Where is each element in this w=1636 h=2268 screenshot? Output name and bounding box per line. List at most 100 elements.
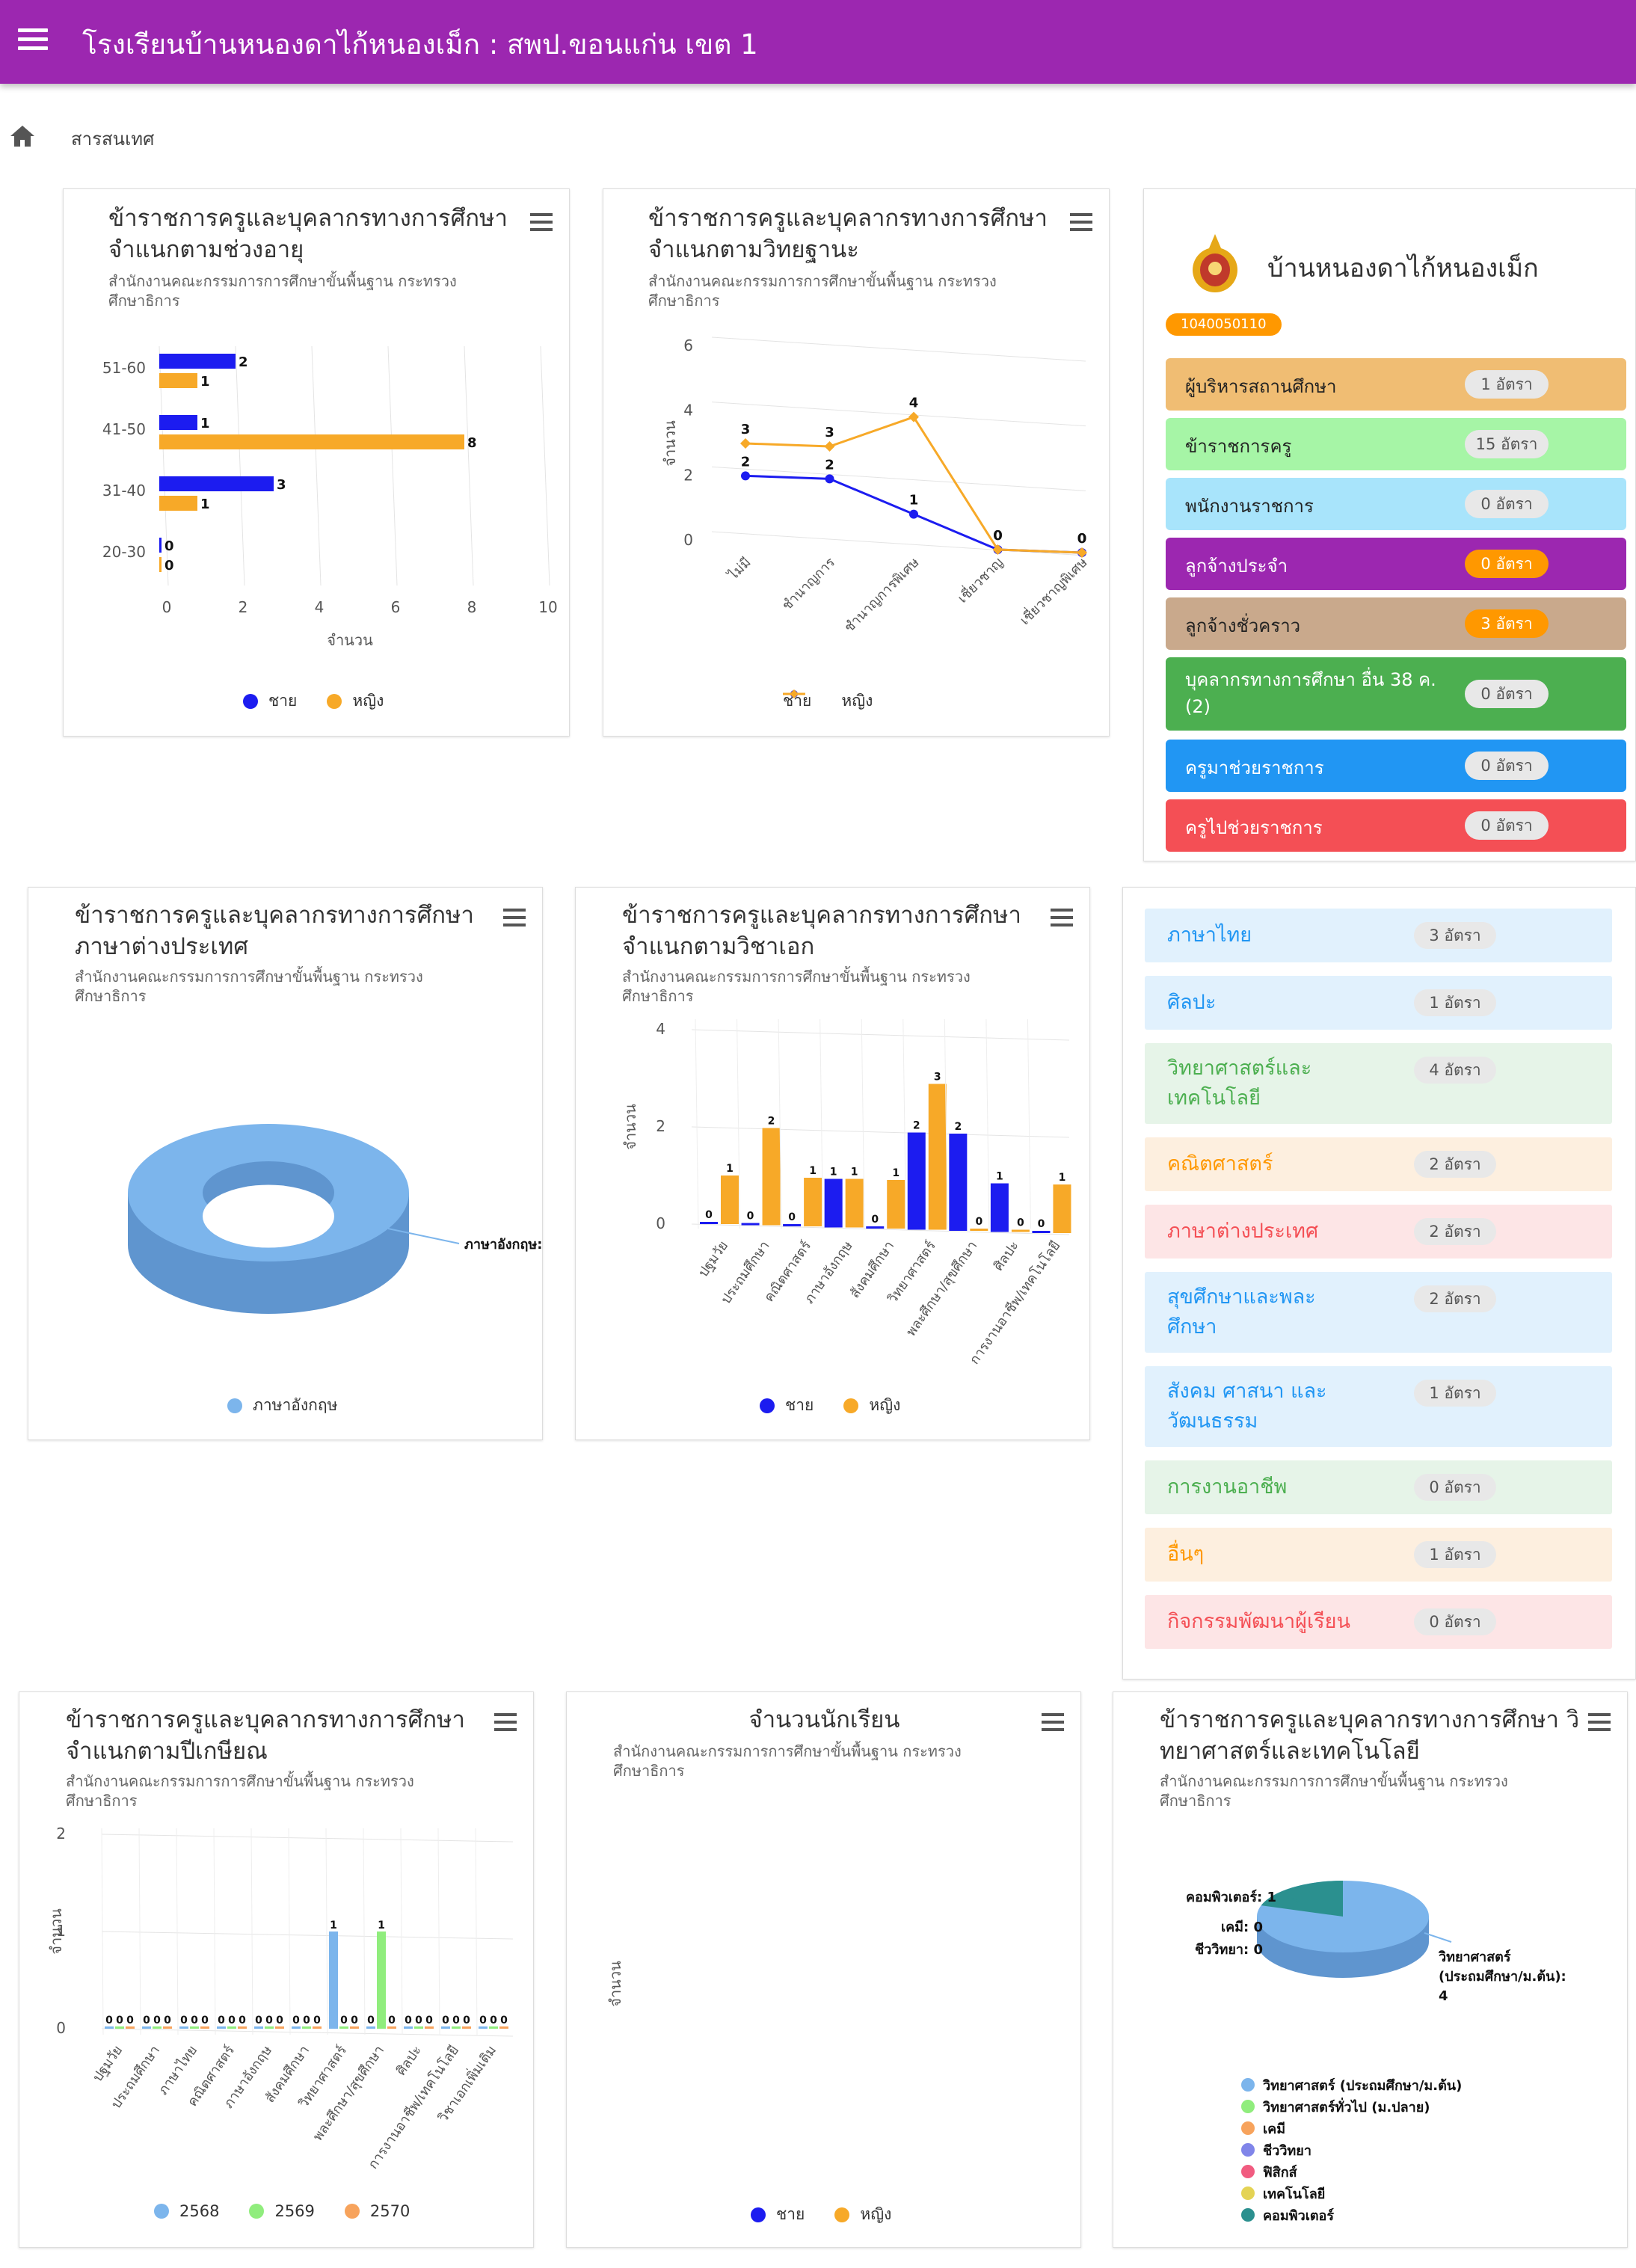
chart-menu-icon[interactable] [503,909,526,926]
gridline [691,1223,1070,1235]
legend-2569[interactable]: 2569 [249,2202,315,2220]
data-label: 2 [954,1121,962,1133]
school-staff-card: บ้านหนองดาไก้หนองเม็ก 1040050110 ผู้บริห… [1143,188,1636,861]
gridline [985,1018,990,1229]
data-label: 3 [277,477,286,493]
chart-menu-icon[interactable] [494,1713,517,1731]
staff-row[interactable]: ผู้บริหารสถานศึกษา 1 อัตรา [1166,358,1626,411]
data-label: 0 [201,2015,209,2026]
subject-row[interactable]: สังคม ศาสนา และ วัฒนธรรม 1 อัตรา [1145,1366,1612,1447]
staff-label: ลูกจ้างชั่วคราว [1185,615,1301,636]
major-bar-chart: 024จำนวน01ปฐมวัย02ประถมศึกษา01คณิตศาสตร์… [621,1018,1071,1368]
data-label: 0 [143,2015,150,2026]
staff-row[interactable]: ครูไปช่วยราชการ 0 อัตรา [1166,799,1626,852]
gridline [400,1828,403,2035]
legend-2568[interactable]: 2568 [154,2202,219,2220]
subject-row[interactable]: การงานอาชีพ 0 อัตรา [1145,1460,1612,1514]
subject-row[interactable]: คณิตศาสตร์ 2 อัตรา [1145,1137,1612,1191]
bar [441,2026,450,2029]
legend-female[interactable]: หญิง [843,1393,900,1418]
gridline [711,531,1086,556]
x-tick-label: ไม่มี [724,554,754,584]
subject-row[interactable]: วิทยาศาสตร์และ เทคโนโลยี 4 อัตรา [1145,1043,1612,1124]
chart-title: ข้าราชการครูและบุคลากรทางการศึกษา วิ ทยา… [1160,1706,1580,1765]
data-label: 0 [747,1211,754,1223]
chart-subtitle: สำนักงานคณะกรรมการการศึกษาขั้นพื้นฐาน กร… [75,968,423,1005]
chart-menu-icon[interactable] [1042,1713,1064,1731]
data-label: 0 [415,2015,422,2026]
staff-row[interactable]: บุคลากรทางการศึกษา อื่น 38 ค.(2) 0 อัตรา [1166,657,1626,731]
data-label: 2 [825,457,834,473]
subject-label: ภาษาต่างประเทศ [1167,1220,1319,1243]
subject-label: อื่นๆ [1167,1543,1205,1566]
data-label: 0 [164,538,174,554]
legend-female[interactable]: หญิง [783,689,873,713]
gridline [311,345,322,586]
gridline [101,2028,514,2037]
staff-row[interactable]: ข้าราชการครู 15 อัตรา [1166,418,1626,470]
gridline [711,466,1086,491]
data-label: 1 [726,1163,734,1175]
menu-icon[interactable] [18,28,48,51]
data-label: 0 [255,2015,262,2026]
legend-english[interactable]: ภาษาอังกฤษ [227,1393,337,1418]
legend-marker [1241,2078,1255,2092]
x-tick-label: ปฐมวัย [90,2043,126,2085]
gridline [250,1828,253,2035]
staff-count-badge: 0 อัตรา [1465,550,1549,578]
data-label: 2 [239,354,248,370]
data-label: 0 [292,2015,300,2026]
gridline [101,1931,514,1940]
chart-menu-icon[interactable] [1051,909,1073,926]
legend-item: ฟิสิกส์ [1263,2164,1298,2181]
staff-row[interactable]: ลูกจ้างประจำ 0 อัตรา [1166,538,1626,590]
staff-row[interactable]: ครูมาช่วยราชการ 0 อัตรา [1166,740,1626,792]
data-label: เคมี: 0 [1221,1920,1263,1935]
staff-row[interactable]: พนักงานราชการ 0 อัตรา [1166,478,1626,530]
bar [179,2026,188,2029]
subject-row[interactable]: กิจกรรมพัฒนาผู้เรียน 0 อัตรา [1145,1595,1612,1649]
subject-row[interactable]: ภาษาต่างประเทศ 2 อัตรา [1145,1205,1612,1259]
chart-menu-icon[interactable] [530,213,553,231]
subject-row[interactable]: อื่นๆ 1 อัตรา [1145,1528,1612,1582]
legend-male[interactable]: ชาย [751,2202,805,2227]
bar [762,1128,781,1226]
bar [159,538,162,553]
donut-hole-cap [203,1184,334,1248]
legend-male[interactable]: ชาย [760,1393,814,1418]
bar [313,2026,322,2029]
chart-subtitle: สำนักงานคณะกรรมการการศึกษาขั้นพื้นฐาน กร… [108,272,457,310]
legend-female[interactable]: หญิง [834,2202,891,2227]
legend-2570[interactable]: 2570 [344,2202,410,2220]
data-label: 1 [996,1171,1003,1183]
chart-subtitle: สำนักงานคณะกรรมการการศึกษาขั้นพื้นฐาน กร… [613,1742,962,1780]
data-label: (ประถมศึกษา/ม.ต้น): [1439,1969,1566,1985]
legend-item: คอมพิวเตอร์ [1263,2207,1334,2224]
y-tick-label: 6 [683,336,693,354]
legend-marker [1241,2186,1255,2200]
y-axis-title: จำนวน [621,1104,639,1150]
data-label: 2 [741,454,751,470]
chart-menu-icon[interactable] [1588,1713,1611,1731]
subject-label: วิทยาศาสตร์และ เทคโนโลยี [1167,1057,1312,1110]
subject-label: การงานอาชีพ [1167,1475,1288,1499]
bar [159,373,197,388]
breadcrumb[interactable]: สารสนเทศ [71,129,155,150]
bar [866,1226,885,1229]
staff-count-badge: 3 อัตรา [1465,609,1549,638]
subject-row[interactable]: ศิลปะ 1 อัตรา [1145,976,1612,1030]
staff-row[interactable]: ลูกจ้างชั่วคราว 3 อัตรา [1166,597,1626,650]
y-tick-label: 1 [56,1922,66,1940]
chart-menu-icon[interactable] [1070,213,1092,231]
science-pie-chart: คอมพิวเตอร์: 1 เคมี: 0 ชีววิทยา: 0 วิทยาศาส… [1186,1881,1566,2224]
data-label: 4 [909,396,919,411]
legend-male[interactable]: ชาย [243,689,297,713]
staff-label: ผู้บริหารสถานศึกษา [1185,376,1337,397]
staff-label: ครูมาช่วยราชการ [1185,757,1324,778]
home-icon[interactable] [9,124,36,148]
data-label: วิทยาศาสตร์ [1438,1949,1511,1965]
legend-female[interactable]: หญิง [327,689,384,713]
bar [302,2026,311,2029]
subject-row[interactable]: ภาษาไทย 3 อัตรา [1145,909,1612,962]
subject-row[interactable]: สุขศึกษาและพละ ศึกษา 2 อัตรา [1145,1272,1612,1353]
